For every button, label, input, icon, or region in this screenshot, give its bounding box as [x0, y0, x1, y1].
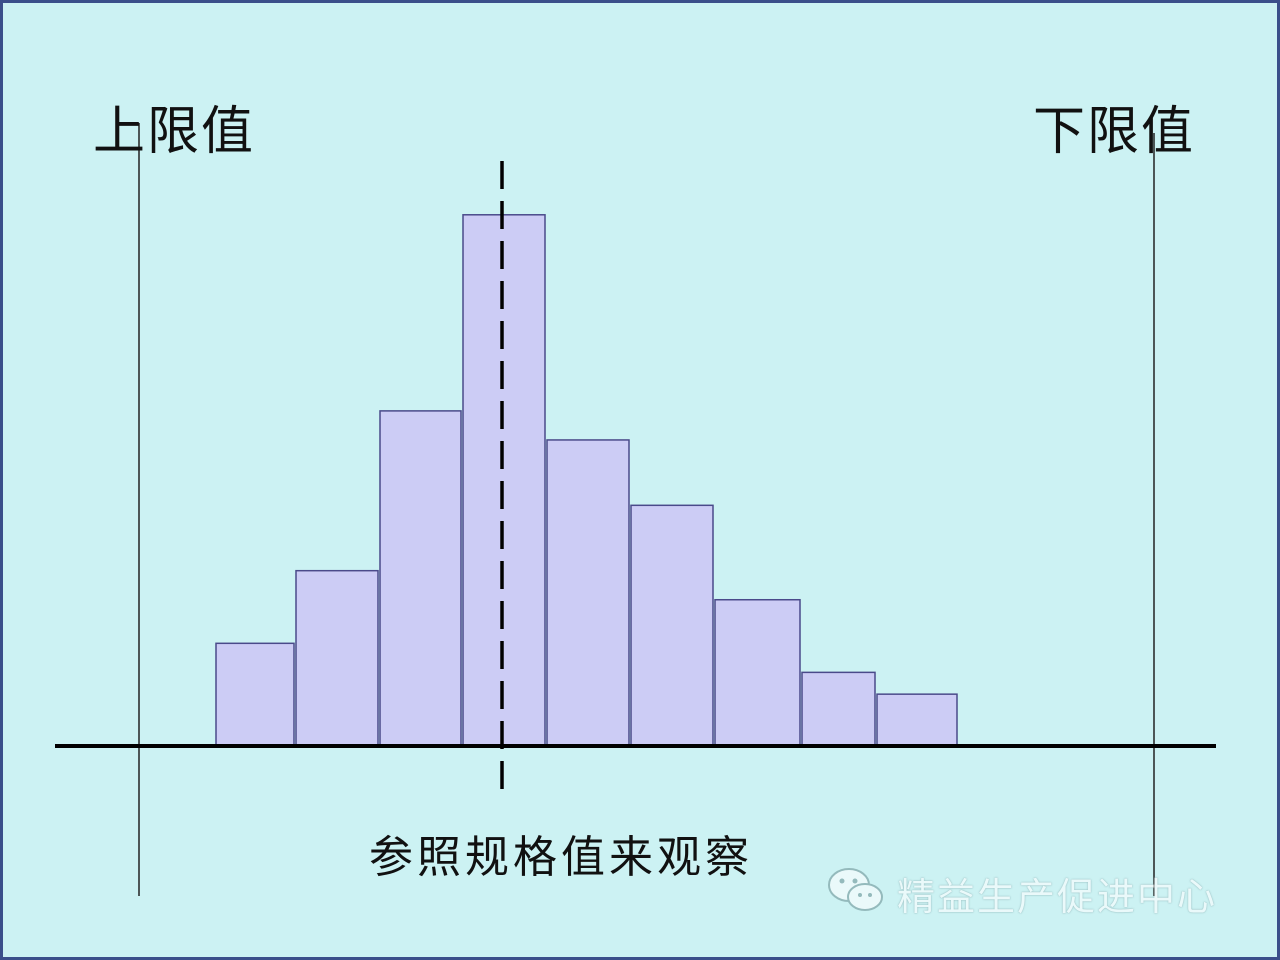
- histogram-chart: [55, 123, 1216, 896]
- histogram-bar: [714, 598, 801, 746]
- histogram-bar: [546, 439, 630, 746]
- chart-caption: 参照规格值来观察: [369, 832, 753, 883]
- wechat-icon: [825, 865, 887, 921]
- upper-limit-label: 上限值: [93, 102, 256, 162]
- histogram-bar: [379, 410, 462, 746]
- histogram-bar: [462, 214, 546, 746]
- histogram-bar: [630, 504, 714, 746]
- histogram-bar: [215, 642, 295, 746]
- histogram-bar: [876, 693, 958, 746]
- bars: [215, 214, 958, 746]
- histogram-bar: [801, 671, 876, 746]
- watermark: 精益生产促进中心: [825, 865, 1217, 921]
- watermark-text: 精益生产促进中心: [897, 874, 1218, 919]
- histogram-bar: [295, 569, 379, 746]
- lower-limit-label: 下限值: [1033, 102, 1196, 162]
